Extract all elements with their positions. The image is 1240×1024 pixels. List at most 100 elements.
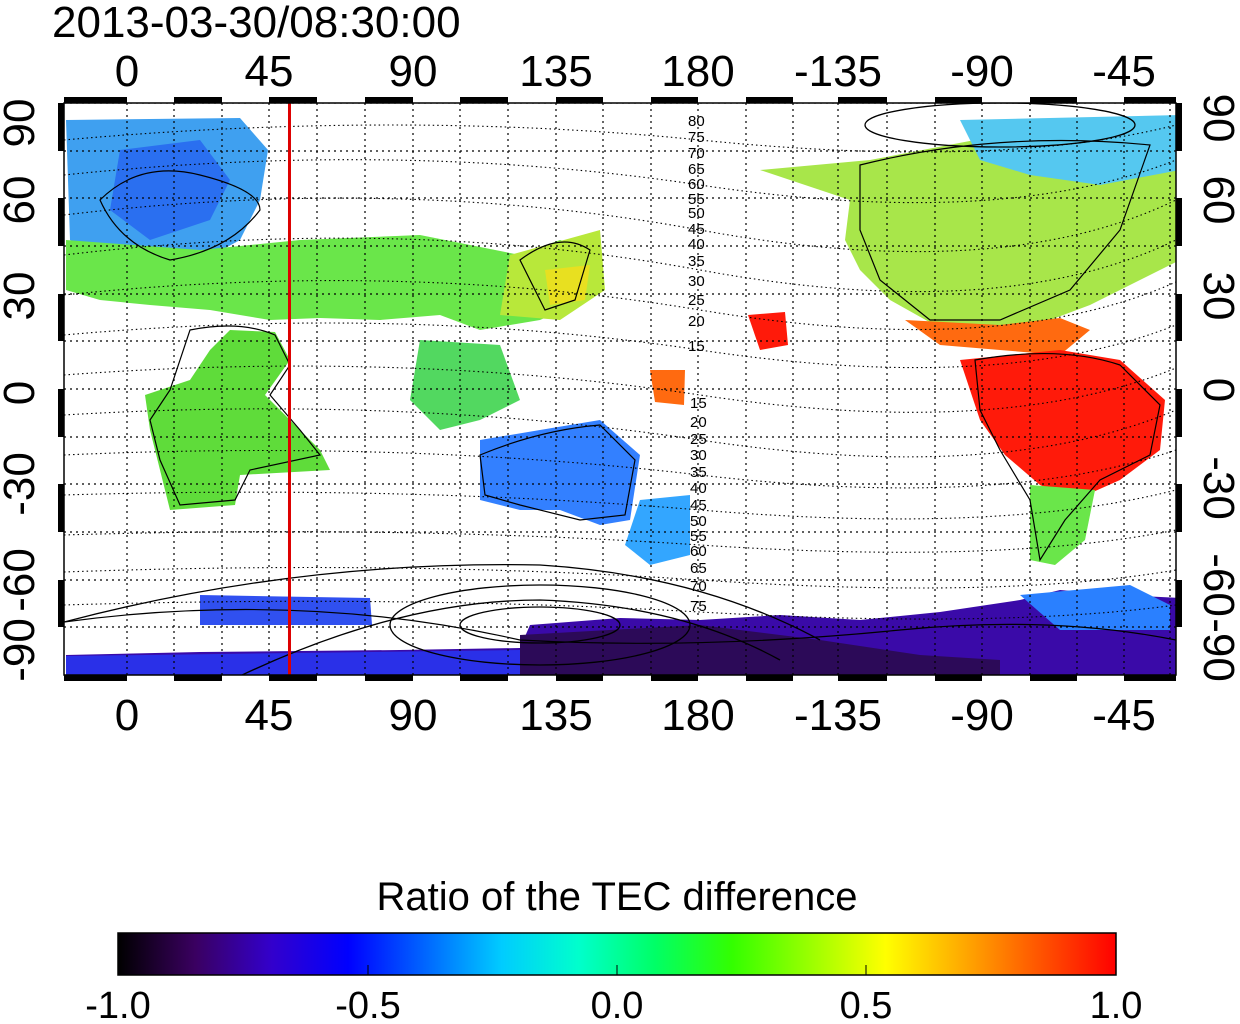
axis-bar-segment bbox=[460, 675, 508, 681]
contour-label: 75 bbox=[690, 598, 707, 615]
colorbar: Ratio of the TEC difference -1.0 -0.5 0.… bbox=[85, 875, 1142, 1024]
right-lat-label: -90 bbox=[1194, 618, 1240, 682]
contour-labels: 8075706560555045403530252015152025303540… bbox=[688, 113, 707, 615]
contour-label: 50 bbox=[690, 513, 707, 530]
tec-patch-asia bbox=[66, 235, 590, 330]
solid-contours bbox=[64, 103, 1136, 675]
contour-label: 80 bbox=[688, 113, 705, 130]
axis-bar-segment bbox=[1176, 103, 1182, 151]
axis-bar-segment bbox=[174, 97, 222, 103]
top-lon-label: -135 bbox=[794, 47, 882, 96]
left-lat-label: -30 bbox=[0, 452, 44, 516]
coastline bbox=[859, 139, 1151, 321]
colorbar-tick-label: 0.5 bbox=[840, 985, 893, 1024]
axis-bar-segment bbox=[64, 675, 127, 681]
coastline bbox=[479, 424, 636, 521]
contour-label: 20 bbox=[688, 313, 705, 330]
right-lat-label: 90 bbox=[1194, 94, 1240, 143]
axis-bar-segment bbox=[58, 198, 64, 246]
tec-patch-scandinavia bbox=[110, 140, 230, 240]
tec-patch-antarctica-blue-strip bbox=[66, 650, 520, 675]
left-lat-label: 0 bbox=[0, 381, 44, 405]
contour-label: 65 bbox=[688, 161, 705, 178]
axis-bar-segment bbox=[64, 97, 127, 103]
axis-bar-segment bbox=[365, 675, 413, 681]
contour-label: 30 bbox=[688, 273, 705, 290]
contour-line bbox=[64, 600, 1176, 620]
contour-label: 15 bbox=[690, 395, 707, 412]
contour-label: 55 bbox=[690, 528, 707, 545]
top-lon-label: 90 bbox=[389, 47, 438, 96]
top-longitude-labels: 0 45 90 135 180 -135 -90 -45 bbox=[115, 47, 1156, 96]
coastline bbox=[64, 608, 1176, 644]
tec-patch-patagonia-ocean bbox=[1020, 585, 1170, 630]
axis-bar-segment bbox=[58, 580, 64, 627]
coastline bbox=[974, 353, 1161, 562]
left-lat-label: 90 bbox=[0, 99, 44, 148]
coastline bbox=[519, 241, 591, 311]
contour-line bbox=[64, 365, 1176, 413]
axis-bar-segment bbox=[556, 675, 603, 681]
coastlines bbox=[64, 139, 1176, 644]
contour-label: 60 bbox=[688, 176, 705, 193]
contour-label: 65 bbox=[690, 560, 707, 577]
contour-label: 50 bbox=[688, 205, 705, 222]
top-lon-label: -90 bbox=[950, 47, 1014, 96]
contour-loop bbox=[459, 606, 621, 644]
axis-bar-segment bbox=[651, 675, 698, 681]
map-area: 8075706560555045403530252015152025303540… bbox=[58, 97, 1182, 681]
colorbar-tick-label: -0.5 bbox=[335, 985, 400, 1024]
contour-label: 35 bbox=[688, 253, 705, 270]
contour-label: 40 bbox=[688, 236, 705, 253]
axis-bar-segment bbox=[58, 103, 64, 151]
timestamp-title: 2013-03-30/08:30:00 bbox=[52, 0, 461, 47]
bottom-longitude-labels: 0 45 90 135 180 -135 -90 -45 bbox=[115, 691, 1156, 740]
tec-data-layer bbox=[66, 115, 1176, 675]
bottom-lon-label: 90 bbox=[389, 691, 438, 740]
axis-bar-segment bbox=[838, 97, 887, 103]
bottom-lon-label: 135 bbox=[519, 691, 592, 740]
coastline bbox=[99, 170, 261, 261]
contour-label: 45 bbox=[690, 497, 707, 514]
axis-bar-segment bbox=[269, 97, 317, 103]
left-latitude-labels: 90 60 30 0 -30 -60 -90 bbox=[0, 99, 44, 682]
contour-loop bbox=[864, 103, 1136, 148]
left-lat-label: 60 bbox=[0, 176, 44, 225]
axis-bars bbox=[58, 97, 1182, 681]
top-lon-label: -45 bbox=[1092, 47, 1156, 96]
contour-line bbox=[64, 566, 1176, 589]
axis-bar-segment bbox=[460, 97, 508, 103]
tec-patch-se-asia bbox=[410, 340, 520, 430]
bottom-lon-label: 0 bbox=[115, 691, 139, 740]
contour-label: 75 bbox=[688, 129, 705, 146]
tec-patch-central-america bbox=[905, 318, 1090, 355]
contour-line bbox=[64, 237, 1176, 293]
axis-bar-segment bbox=[556, 97, 603, 103]
contour-label: 35 bbox=[690, 464, 707, 481]
axis-bar-segment bbox=[1030, 97, 1077, 103]
axis-bar-segment bbox=[746, 97, 793, 103]
right-latitude-labels: 90 60 30 0 -30 -60 -90 bbox=[1194, 94, 1240, 682]
contour-label: 55 bbox=[688, 191, 705, 208]
tec-patch-australia bbox=[480, 420, 640, 525]
tec-patch-africa bbox=[145, 330, 330, 510]
contour-line bbox=[64, 197, 1176, 253]
left-lat-label: 30 bbox=[0, 272, 44, 321]
top-lon-label: 135 bbox=[519, 47, 592, 96]
contour-line bbox=[64, 408, 1176, 458]
axis-bar-segment bbox=[1176, 580, 1182, 627]
axis-bar-segment bbox=[1176, 389, 1182, 437]
axis-bar-segment bbox=[935, 675, 982, 681]
contour-label: 25 bbox=[688, 292, 705, 309]
axis-bar-segment bbox=[746, 675, 793, 681]
right-lat-label: -60 bbox=[1194, 553, 1240, 617]
axis-bar-segment bbox=[1030, 675, 1077, 681]
contour-line bbox=[240, 599, 781, 675]
bottom-lon-label: -135 bbox=[794, 691, 882, 740]
tec-patch-south-america bbox=[960, 350, 1165, 500]
top-lon-label: 180 bbox=[661, 47, 734, 96]
colorbar-tick-label: -1.0 bbox=[85, 985, 150, 1024]
bottom-lon-label: -90 bbox=[950, 691, 1014, 740]
contour-label: 30 bbox=[690, 447, 707, 464]
left-lat-label: -90 bbox=[0, 618, 44, 682]
